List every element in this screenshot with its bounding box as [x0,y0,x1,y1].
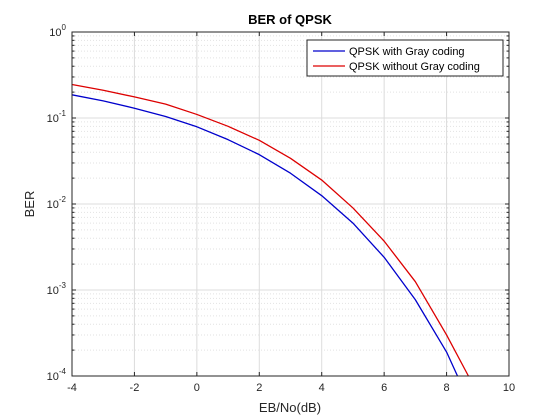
y-tick-base: 10 [47,371,59,383]
y-tick-exponent: -2 [59,195,67,204]
y-tick-label: 10-1 [47,109,67,125]
x-tick-label: 6 [381,382,387,394]
legend-label-0: QPSK with Gray coding [349,46,465,58]
series-line-1 [71,83,469,377]
x-axis-label: EB/No(dB) [259,400,321,415]
y-tick-base: 10 [49,27,61,39]
series-layer [71,83,469,377]
x-tick-label: 10 [503,382,515,394]
y-tick-base: 10 [47,285,59,297]
x-tick-label: -2 [130,382,140,394]
y-tick-label: 10-3 [47,281,67,297]
x-tick-label: -4 [67,382,77,394]
x-tick-label: 0 [194,382,200,394]
y-tick-label: 10-2 [47,195,67,211]
legend-box [306,39,504,77]
legend: QPSK with Gray coding QPSK without Gray c… [306,39,504,77]
series-line-0 [71,94,459,377]
x-tick-label: 4 [319,382,325,394]
y-tick-label: 10-4 [47,367,67,383]
y-axis-label: BER [22,191,37,218]
y-tick-label: 100 [49,23,66,39]
y-tick-base: 10 [47,199,59,211]
y-tick-exponent: -3 [59,281,67,290]
y-tick-base: 10 [47,113,59,125]
x-tick-label: 8 [444,382,450,394]
y-tick-exponent: -1 [59,109,67,118]
chart-title: BER of QPSK [248,12,332,27]
x-tick-label: 2 [256,382,262,394]
y-tick-exponent: 0 [62,23,67,32]
y-tick-exponent: -4 [59,367,67,376]
legend-label-1: QPSK without Gray coding [349,61,480,73]
